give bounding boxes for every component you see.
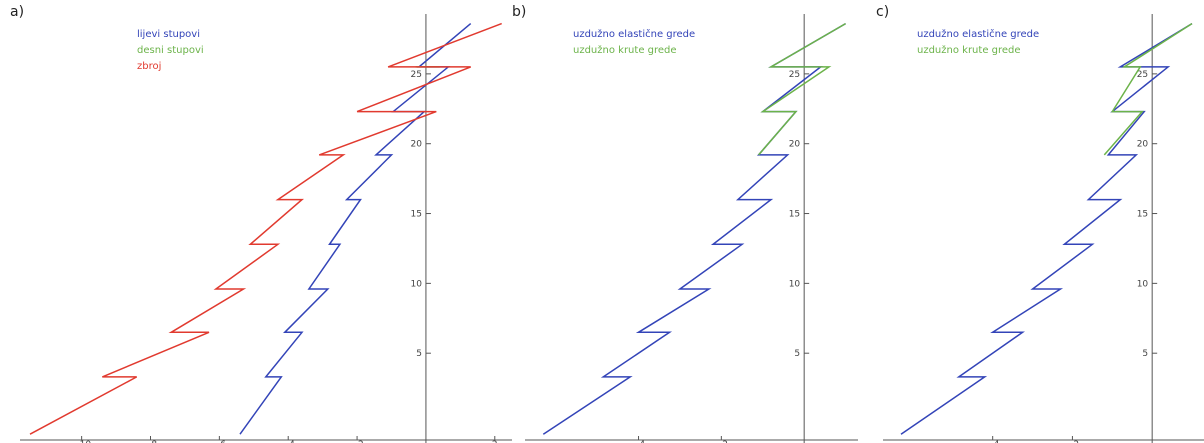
- legend-item-green: uzdužno krute grede: [917, 44, 1021, 56]
- y-tick-label: 20: [410, 140, 422, 150]
- y-tick-label: 15: [410, 210, 421, 220]
- x-tick-label: −2: [715, 440, 728, 443]
- series-line-blue: [542, 22, 846, 435]
- y-tick-label: 25: [410, 70, 421, 80]
- x-tick-label: −2: [1066, 440, 1079, 443]
- x-tick-label: −6: [213, 440, 227, 443]
- x-tick-label: −4: [282, 440, 296, 443]
- y-tick-label: 25: [1137, 70, 1148, 80]
- series-line-green: [1103, 22, 1193, 156]
- y-tick-label: 25: [789, 70, 800, 80]
- y-tick-label: 5: [1142, 349, 1148, 359]
- x-tick-label: −8: [144, 440, 158, 443]
- series-line-red: [29, 22, 502, 435]
- x-tick-label: −2: [350, 440, 363, 443]
- x-tick-label: 2: [492, 440, 498, 443]
- series-line-green: [758, 22, 846, 156]
- panel-label-1: a): [10, 4, 24, 20]
- y-tick-label: 15: [1137, 210, 1148, 220]
- x-tick-label: −4: [632, 440, 646, 443]
- y-tick-label: 20: [1137, 140, 1149, 150]
- legend-item-green: uzdužno krute grede: [573, 44, 677, 56]
- series-line-blue: [239, 23, 472, 435]
- panel-label-3: c): [876, 4, 889, 20]
- legend-item-green: desni stupovi: [137, 45, 204, 56]
- y-tick-label: 20: [789, 140, 801, 150]
- x-tick-label: −10: [72, 440, 91, 443]
- legend-item-blue: lijevi stupovi: [137, 29, 200, 40]
- series-line-blue: [900, 22, 1193, 435]
- y-tick-label: 10: [410, 279, 422, 289]
- panel-label-2: b): [512, 4, 526, 20]
- y-tick-label: 10: [789, 279, 801, 289]
- legend-item-red: zbroj: [137, 61, 161, 72]
- y-tick-label: 5: [416, 349, 422, 359]
- y-tick-label: 10: [1137, 279, 1149, 289]
- legend-item-blue: uzdužno elastične grede: [573, 28, 695, 40]
- x-tick-label: −4: [986, 440, 1000, 443]
- legend-item-blue: uzdužno elastične grede: [917, 28, 1039, 40]
- y-tick-label: 5: [794, 349, 800, 359]
- y-tick-label: 15: [789, 210, 800, 220]
